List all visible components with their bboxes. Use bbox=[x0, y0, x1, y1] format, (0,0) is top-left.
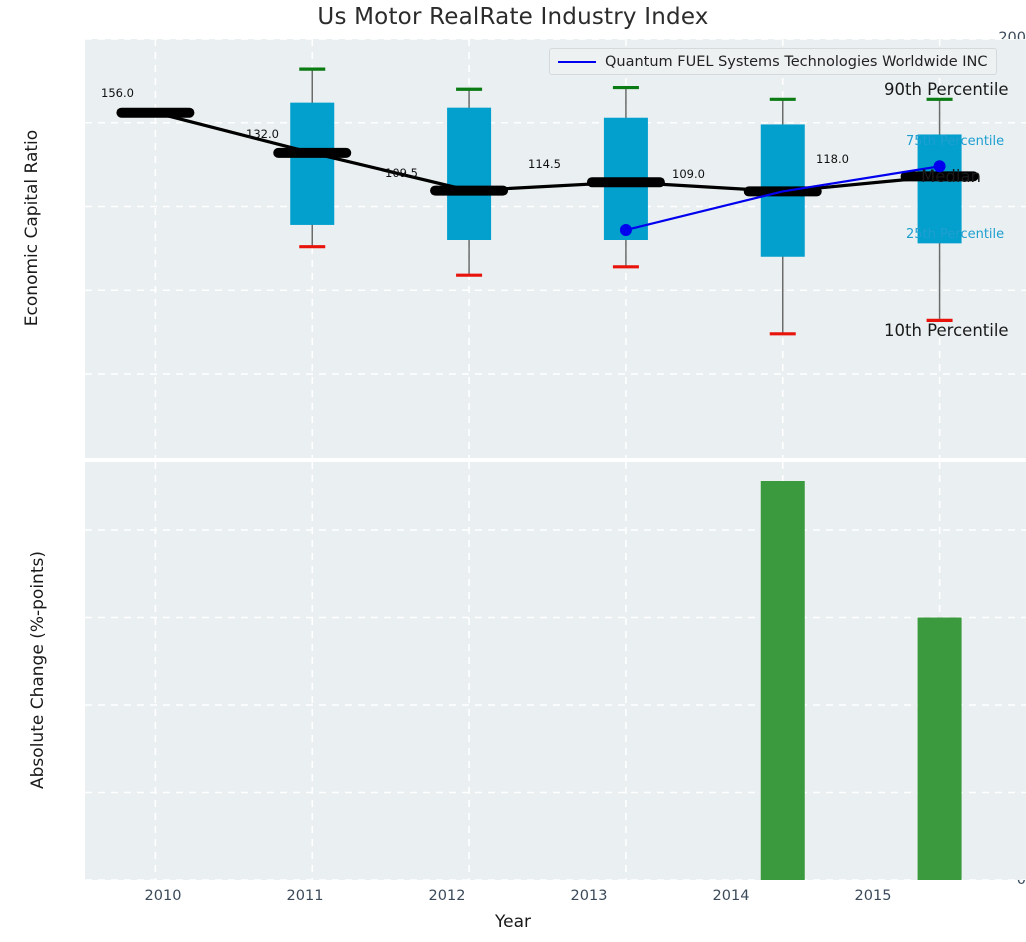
box-plot-panel bbox=[85, 39, 1026, 458]
series-marker bbox=[619, 223, 632, 236]
box-iqr bbox=[917, 134, 962, 244]
annotation-75th-percentile: 75th Percentile bbox=[906, 134, 1005, 149]
median-label-2011: 132.0 bbox=[246, 127, 279, 141]
top-y-axis-label: Economic Capital Ratio bbox=[22, 129, 42, 327]
median-label-2015: 118.0 bbox=[816, 152, 849, 166]
x-tick-2010: 2010 bbox=[144, 888, 182, 904]
x-tick-2013: 2013 bbox=[570, 888, 608, 904]
bar bbox=[760, 481, 805, 880]
series-line-quantum-fuel bbox=[625, 165, 940, 232]
legend-line-swatch bbox=[558, 60, 596, 63]
series-marker bbox=[933, 160, 946, 173]
median-label-2014: 109.0 bbox=[672, 167, 705, 181]
x-tick-2015: 2015 bbox=[854, 888, 892, 904]
box-iqr bbox=[447, 107, 492, 240]
annotation-median: Median bbox=[921, 167, 982, 186]
annotation-25th-percentile: 25th Percentile bbox=[906, 227, 1005, 242]
x-tick-2012: 2012 bbox=[428, 888, 466, 904]
median-label-2012: 109.5 bbox=[385, 166, 418, 180]
bottom-y-axis-label: Absolute Change (%-points) bbox=[28, 551, 48, 789]
annotation-10th-percentile: 10th Percentile bbox=[884, 321, 1009, 340]
x-tick-2011: 2011 bbox=[286, 888, 324, 904]
median-label-2010: 156.0 bbox=[101, 86, 134, 100]
box-plot-svg bbox=[85, 39, 1026, 458]
x-tick-2014: 2014 bbox=[712, 888, 750, 904]
bar-chart-svg bbox=[85, 462, 1026, 880]
legend[interactable]: Quantum FUEL Systems Technologies Worldw… bbox=[549, 48, 997, 75]
bar bbox=[917, 617, 962, 880]
x-axis-label: Year bbox=[495, 912, 531, 932]
legend-series-label: Quantum FUEL Systems Technologies Worldw… bbox=[605, 53, 988, 70]
annotation-90th-percentile: 90th Percentile bbox=[884, 80, 1009, 99]
median-label-2013: 114.5 bbox=[528, 157, 561, 171]
bar-chart-panel bbox=[85, 462, 1026, 880]
box-iqr bbox=[290, 102, 335, 225]
bottom-y-tick-0: 0 bbox=[1016, 872, 1026, 888]
page-title: Us Motor RealRate Industry Index bbox=[317, 4, 709, 30]
